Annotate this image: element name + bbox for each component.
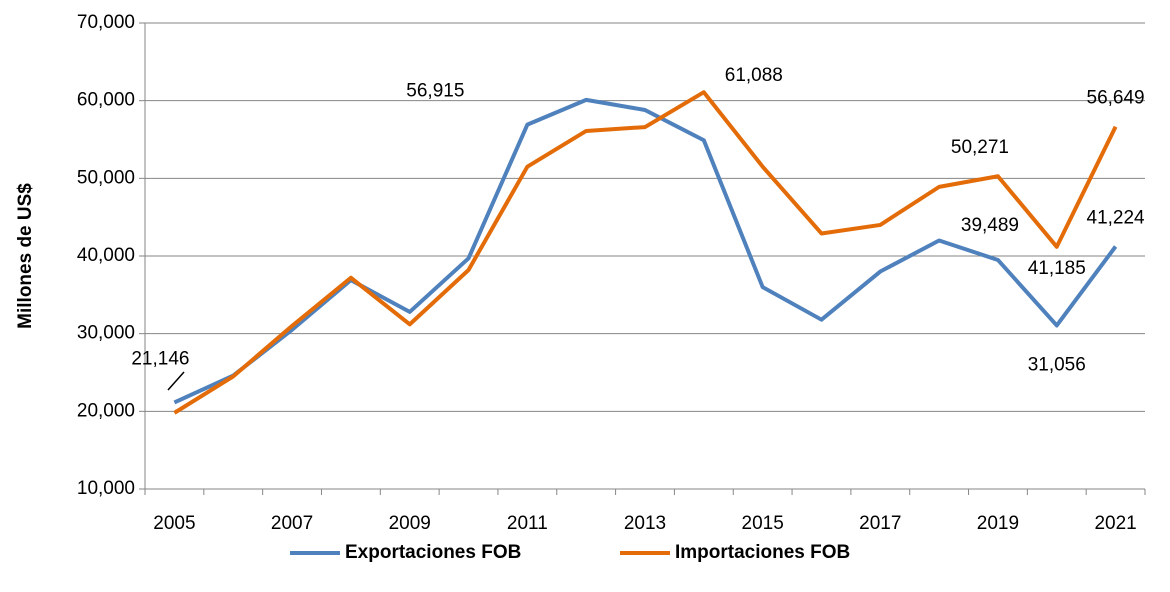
label-leader bbox=[167, 371, 185, 391]
data-label: 41,224 bbox=[1087, 208, 1146, 229]
y-tick-label: 20,000 bbox=[77, 400, 135, 421]
y-tick-label: 10,000 bbox=[77, 478, 135, 499]
y-tick-label: 60,000 bbox=[77, 90, 135, 111]
x-tick-label: 2005 bbox=[153, 513, 195, 534]
y-tick-label: 30,000 bbox=[77, 323, 135, 344]
x-tick-label: 2015 bbox=[742, 513, 784, 534]
x-tick-label: 2009 bbox=[389, 513, 431, 534]
data-label: 50,271 bbox=[951, 137, 1009, 158]
data-label: 21,146 bbox=[131, 348, 189, 369]
y-tick-label: 70,000 bbox=[77, 12, 135, 33]
legend-label: Exportaciones FOB bbox=[345, 542, 521, 563]
data-label: 61,088 bbox=[725, 65, 783, 86]
x-tick-label: 2017 bbox=[859, 513, 901, 534]
y-axis-title: Millones de US$ bbox=[15, 183, 36, 329]
x-tick-label: 2011 bbox=[507, 513, 548, 534]
x-tick-label: 2021 bbox=[1094, 513, 1136, 534]
data-label: 41,185 bbox=[1028, 258, 1086, 279]
y-tick-label: 40,000 bbox=[77, 245, 135, 266]
x-tick-label: 2007 bbox=[271, 513, 313, 534]
x-tick-label: 2019 bbox=[977, 513, 1019, 534]
line-series bbox=[173, 90, 1118, 415]
legend-label: Importaciones FOB bbox=[675, 542, 850, 563]
x-tick-label: 2013 bbox=[624, 513, 666, 534]
y-tick-label: 50,000 bbox=[77, 167, 135, 188]
data-label: 56,649 bbox=[1087, 88, 1145, 109]
data-label: 31,056 bbox=[1028, 354, 1086, 375]
data-label: 39,489 bbox=[961, 215, 1019, 236]
line-series bbox=[173, 97, 1118, 405]
data-label: 56,915 bbox=[406, 81, 464, 102]
